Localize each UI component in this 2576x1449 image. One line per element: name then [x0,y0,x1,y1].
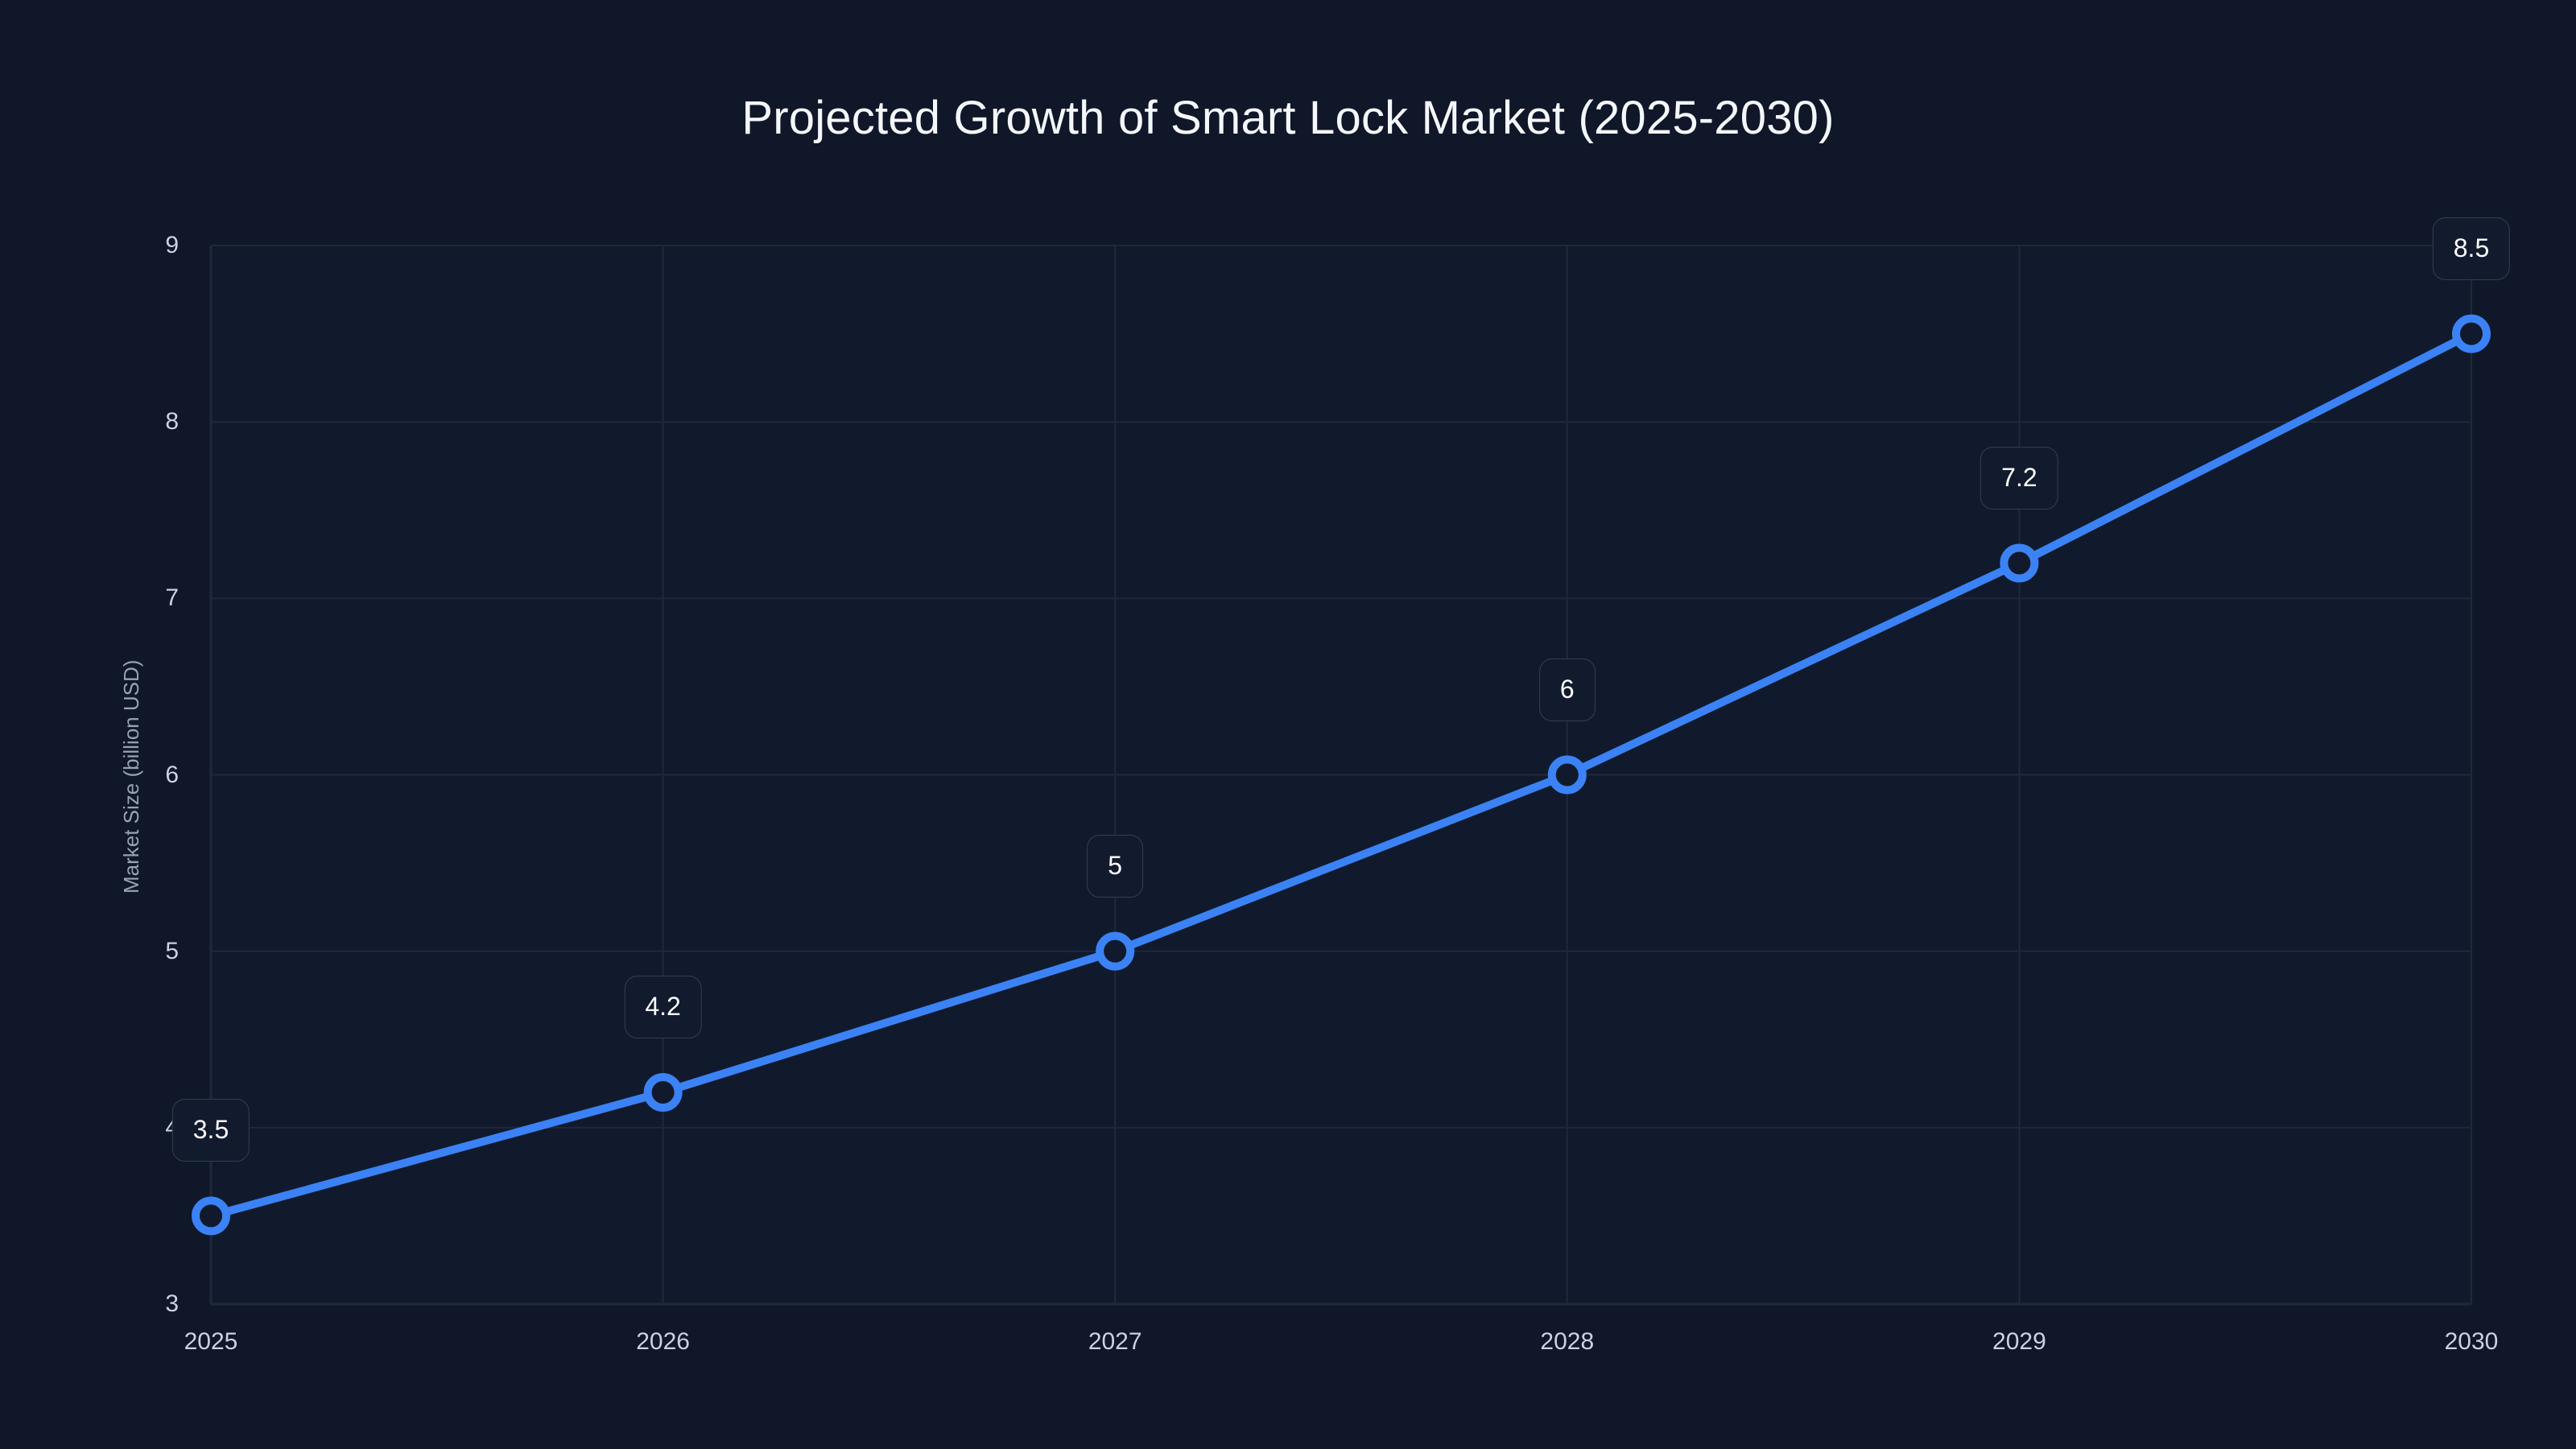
data-point-value-label: 7.2 [1980,446,2058,510]
data-point-marker[interactable] [2000,543,2039,583]
data-point-value-label: 5 [1087,834,1144,898]
x-axis-tick-label: 2025 [184,1328,238,1355]
x-axis-tick-label: 2027 [1088,1328,1142,1355]
y-axis-tick-label: 3 [165,1290,179,1317]
y-axis-tick-label: 5 [165,937,179,964]
x-axis-tick-label: 2029 [1992,1328,2046,1355]
y-axis-tick-label: 6 [165,761,179,788]
series-line [207,329,2475,1220]
grid-lines [209,245,2472,1306]
y-axis-tick-label: 8 [165,408,179,436]
data-point-value-label: 3.5 [171,1099,250,1162]
y-axis-tick-label: 4 [0,1114,179,1141]
data-point-value-label: 4.2 [624,976,702,1038]
data-point-value-label: 8.5 [2432,217,2511,280]
data-point-marker[interactable] [1547,755,1587,795]
x-axis-tick-label: 2026 [636,1328,690,1355]
chart-title: Projected Growth of Smart Lock Market (2… [741,92,1835,144]
x-axis-tick-label: 2030 [2444,1328,2499,1355]
data-point-value-label: 6 [1538,658,1596,721]
data-point-marker[interactable] [192,1196,230,1236]
y-axis-tick-label: 7 [165,584,179,612]
data-point-marker[interactable] [2452,314,2491,353]
plot-area [192,245,2491,1306]
data-series-line [192,314,2491,1236]
x-axis-tick-label: 2028 [1540,1328,1595,1355]
y-axis-tick-label: 9 [165,232,179,258]
data-point-marker[interactable] [1096,931,1135,971]
data-point-marker[interactable] [643,1073,683,1112]
